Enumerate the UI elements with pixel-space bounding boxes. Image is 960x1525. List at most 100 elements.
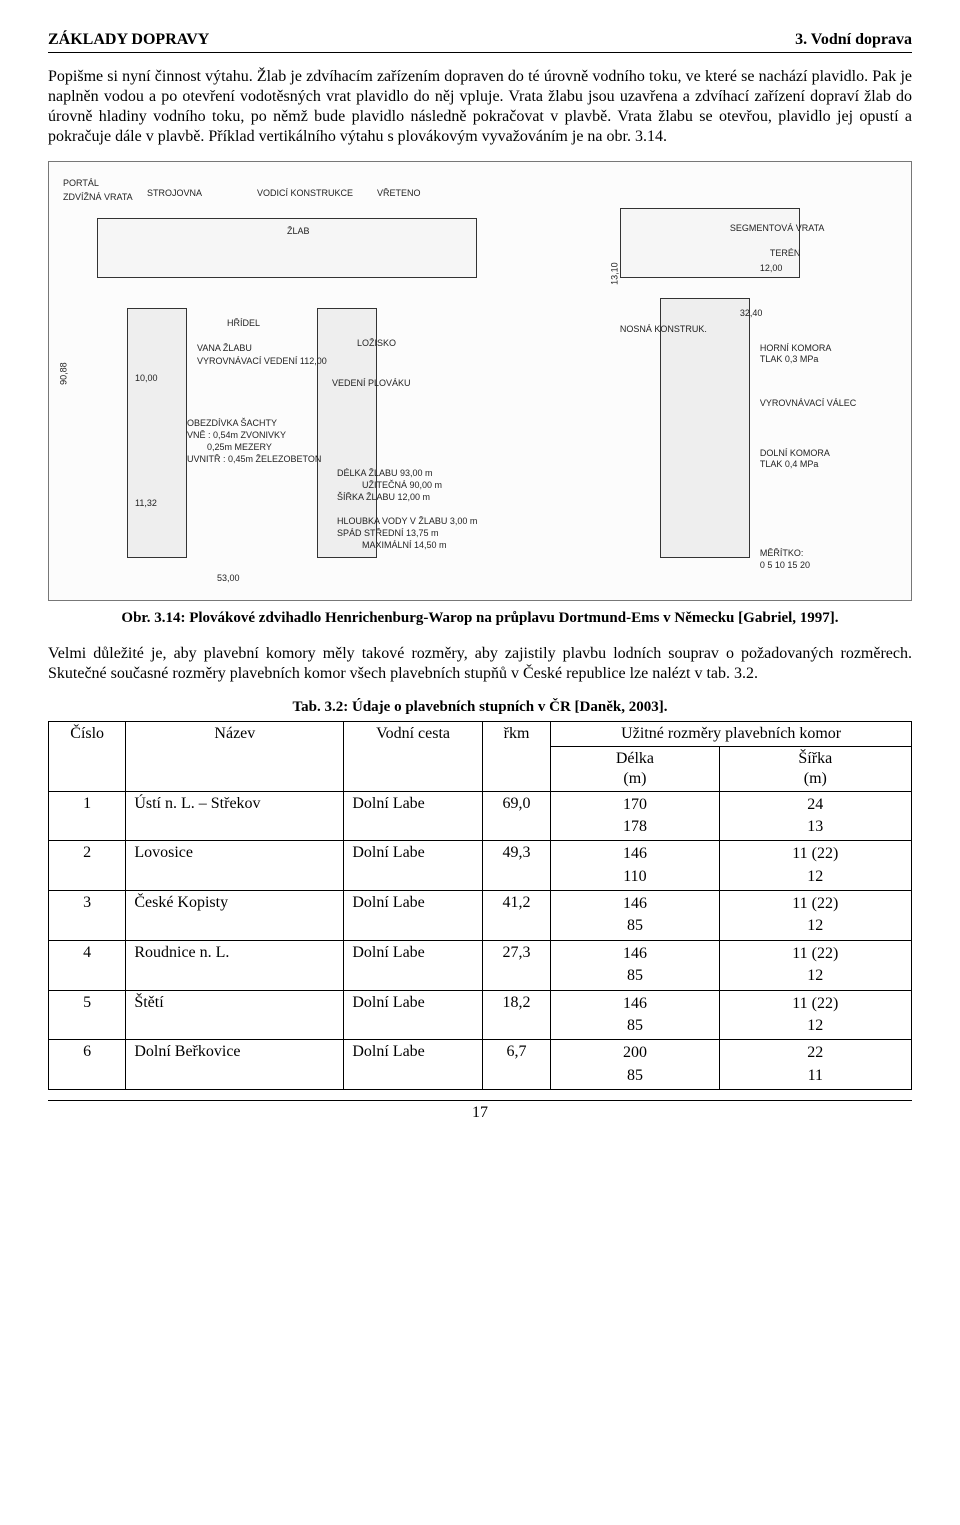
cell-delka: 14685: [551, 891, 719, 941]
cell-cislo: 3: [49, 891, 126, 941]
table-row: 3České KopistyDolní Labe41,21468511 (22)…: [49, 891, 912, 941]
fig-label-obezd: OBEZDÍVKA ŠACHTY: [187, 418, 277, 429]
cell-cislo: 1: [49, 791, 126, 841]
cell-cislo: 4: [49, 940, 126, 990]
fig-label-hridel: HŘÍDEL: [227, 318, 260, 329]
cell-rkm: 18,2: [482, 990, 551, 1040]
fig-label-spad: SPÁD STŘEDNÍ 13,75 m: [337, 528, 439, 539]
fig-label-vodici: VODICÍ KONSTRUKCE: [257, 188, 353, 199]
cell-cislo: 6: [49, 1040, 126, 1090]
cell-rkm: 6,7: [482, 1040, 551, 1090]
fig-label-segvrata: SEGMENTOVÁ VRATA: [730, 223, 825, 234]
cell-cislo: 5: [49, 990, 126, 1040]
fig-label-sirka: ŠÍŘKA ŽLABU 12,00 m: [337, 492, 430, 503]
cell-delka: 14685: [551, 940, 719, 990]
cell-cesta: Dolní Labe: [344, 841, 482, 891]
fig-label-nosna: NOSNÁ KONSTRUK.: [620, 324, 707, 335]
fig-dim-3240: 32,40: [740, 308, 763, 319]
th-rkm: řkm: [482, 721, 551, 791]
th-delka-unit: (m): [623, 770, 646, 787]
th-delka-label: Délka: [616, 750, 654, 767]
fig-label-uvnitr: UVNITŘ : 0,45m ŽELEZOBETON: [187, 454, 321, 465]
table-row: 4Roudnice n. L.Dolní Labe27,31468511 (22…: [49, 940, 912, 990]
fig-dim-53: 53,00: [217, 573, 240, 584]
fig-label-vedplov: VEDENÍ PLOVÁKU: [332, 378, 411, 389]
cell-delka: 20085: [551, 1040, 719, 1090]
fig-label-delka: DÉLKA ŽLABU 93,00 m: [337, 468, 433, 479]
cell-cesta: Dolní Labe: [344, 940, 482, 990]
table-caption: Tab. 3.2: Údaje o plavebních stupních v …: [48, 698, 912, 717]
fig-label-lozisko: LOŽISKO: [357, 338, 396, 349]
page-number: 17: [48, 1100, 912, 1123]
lock-chambers-table: Číslo Název Vodní cesta řkm Užitné rozmě…: [48, 721, 912, 1091]
header-left: ZÁKLADY DOPRAVY: [48, 30, 209, 50]
cell-rkm: 41,2: [482, 891, 551, 941]
cell-cesta: Dolní Labe: [344, 990, 482, 1040]
cell-nazev: Ústí n. L. – Střekov: [126, 791, 344, 841]
fig-label-meritko: MĚŘÍTKO:: [760, 548, 804, 559]
table-row: 5ŠtětíDolní Labe18,21468511 (22)12: [49, 990, 912, 1040]
th-sirka: Šířka (m): [719, 746, 911, 791]
cell-delka: 170178: [551, 791, 719, 841]
cell-sirka: 11 (22)12: [719, 841, 911, 891]
cell-cesta: Dolní Labe: [344, 1040, 482, 1090]
fig-label-vyrovnav: VYROVNÁVACÍ VEDENÍ 112,00: [197, 356, 327, 367]
cell-cesta: Dolní Labe: [344, 791, 482, 841]
fig-label-hloubka: HLOUBKA VODY V ŽLABU 3,00 m: [337, 516, 477, 527]
figure-cross-section: SEGMENTOVÁ VRATA TERÉN NOSNÁ KONSTRUK. H…: [610, 168, 903, 594]
header-right: 3. Vodní doprava: [795, 30, 912, 50]
fig-label-horkom: HORNÍ KOMORA TLAK 0,3 MPa: [760, 343, 850, 366]
th-cesta: Vodní cesta: [344, 721, 482, 791]
fig-label-uzit1: UŽITEČNÁ 90,00 m: [362, 480, 442, 491]
th-cislo: Číslo: [49, 721, 126, 791]
fig-dim-10: 10,00: [135, 373, 158, 384]
cell-delka: 14685: [551, 990, 719, 1040]
fig-dim-1132: 11,32: [135, 498, 157, 509]
fig-label-max: MAXIMÁLNÍ 14,50 m: [362, 540, 447, 551]
fig-label-dolkom: DOLNÍ KOMORA TLAK 0,4 MPa: [760, 448, 850, 471]
cell-sirka: 11 (22)12: [719, 940, 911, 990]
table-row: 6Dolní BeřkoviceDolní Labe6,7200852211: [49, 1040, 912, 1090]
th-delka: Délka (m): [551, 746, 719, 791]
cell-cesta: Dolní Labe: [344, 891, 482, 941]
fig-dim-1310: 13,10: [610, 262, 621, 285]
fig-label-vana: VANA ŽLABU: [197, 343, 252, 354]
fig-label-vne: VNĚ : 0,54m ZVONIVKY: [187, 430, 286, 441]
body-paragraph-2: Velmi důležité je, aby plavební komory m…: [48, 644, 912, 684]
body-paragraph-1: Popišme si nyní činnost výtahu. Žlab je …: [48, 67, 912, 147]
cell-nazev: Dolní Beřkovice: [126, 1040, 344, 1090]
fig-label-portal: PORTÁL: [63, 178, 99, 189]
fig-label-zlab: ŽLAB: [287, 226, 310, 237]
figure-caption: Obr. 3.14: Plovákové zdvihadlo Henrichen…: [48, 609, 912, 628]
cell-sirka: 2413: [719, 791, 911, 841]
th-sirka-label: Šířka: [798, 750, 832, 767]
th-nazev: Název: [126, 721, 344, 791]
fig-label-mezery: 0,25m MEZERY: [207, 442, 272, 453]
cell-nazev: Roudnice n. L.: [126, 940, 344, 990]
cell-sirka: 2211: [719, 1040, 911, 1090]
cell-nazev: České Kopisty: [126, 891, 344, 941]
cell-nazev: Lovosice: [126, 841, 344, 891]
fig-label-zdvizna: ZDVÍŽNÁ VRATA: [63, 192, 133, 203]
cell-rkm: 69,0: [482, 791, 551, 841]
fig-dim-12: 12,00: [760, 263, 783, 274]
table-row: 2LovosiceDolní Labe49,314611011 (22)12: [49, 841, 912, 891]
table-row: 1Ústí n. L. – StřekovDolní Labe69,017017…: [49, 791, 912, 841]
fig-label-teren: TERÉN: [770, 248, 801, 259]
fig-label-scale: 0 5 10 15 20: [760, 560, 810, 571]
fig-label-strojovna: STROJOVNA: [147, 188, 202, 199]
cell-cislo: 2: [49, 841, 126, 891]
fig-dim-9088: 90,88: [59, 362, 70, 385]
fig-label-vreteno: VŘETENO: [377, 188, 421, 199]
figure-longitudinal-section: PORTÁL ZDVÍŽNÁ VRATA STROJOVNA VODICÍ KO…: [57, 168, 590, 594]
cell-nazev: Štětí: [126, 990, 344, 1040]
figure-lift-schematic: PORTÁL ZDVÍŽNÁ VRATA STROJOVNA VODICÍ KO…: [48, 161, 912, 601]
fig-label-vyrval: VYROVNÁVACÍ VÁLEC: [760, 398, 856, 409]
cell-sirka: 11 (22)12: [719, 891, 911, 941]
th-sirka-unit: (m): [804, 770, 827, 787]
cell-delka: 146110: [551, 841, 719, 891]
cell-sirka: 11 (22)12: [719, 990, 911, 1040]
cell-rkm: 49,3: [482, 841, 551, 891]
page-header: ZÁKLADY DOPRAVY 3. Vodní doprava: [48, 30, 912, 53]
th-uzitne: Užitné rozměry plavebních komor: [551, 721, 912, 746]
